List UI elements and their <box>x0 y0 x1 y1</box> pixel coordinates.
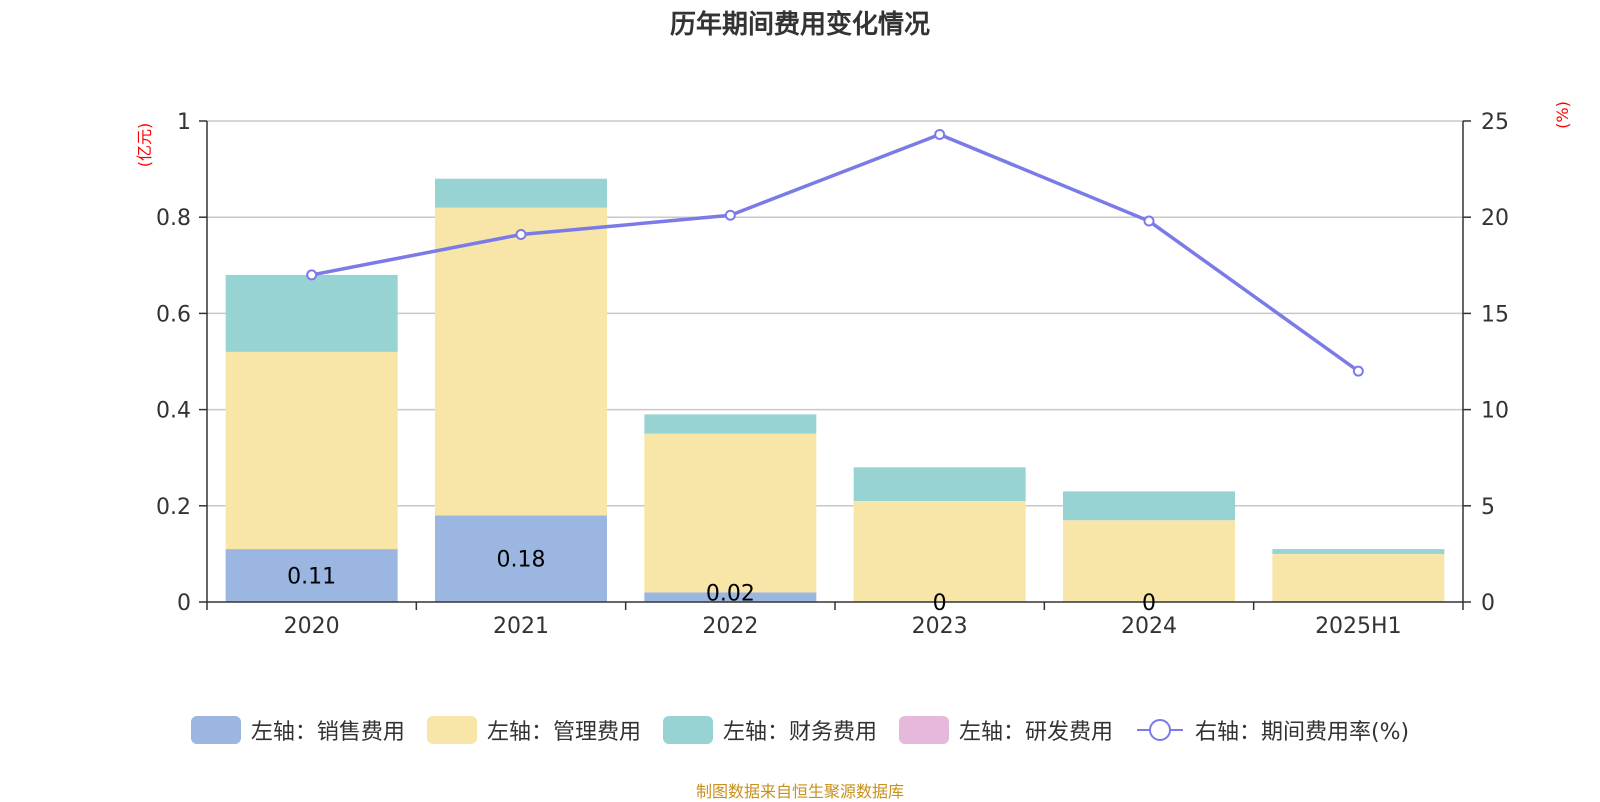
bar-segment <box>853 467 1026 501</box>
right-axis-unit-label: (%) <box>1553 101 1572 129</box>
source-note: 制图数据来自恒生聚源数据库 <box>695 782 904 801</box>
left-axis-tick-label: 0.8 <box>156 206 191 231</box>
bar-segment <box>435 207 607 516</box>
x-axis-tick-label: 2020 <box>284 614 340 639</box>
legend-swatch-admin <box>426 716 477 744</box>
legend-item-admin[interactable]: 左轴：管理费用 <box>426 714 641 746</box>
left-axis-unit-label: (亿元) <box>135 123 154 168</box>
legend-item-rate[interactable]: 右轴：期间费用率(%) <box>1135 714 1409 746</box>
bar-value-label: 0 <box>1142 591 1156 616</box>
legend-swatch-sales <box>190 716 241 744</box>
bar-segment <box>853 500 1026 602</box>
bar-segment <box>225 351 398 550</box>
rate-point <box>1352 365 1364 377</box>
bar-segment <box>1272 549 1445 554</box>
left-axis-tick-label: 1 <box>177 110 191 135</box>
legend-item-finance[interactable]: 左轴：财务费用 <box>662 714 877 746</box>
legend-label-sales: 左轴：销售费用 <box>250 720 405 745</box>
right-axis-tick-label: 10 <box>1481 399 1509 424</box>
legend-line-marker-icon <box>1136 719 1183 741</box>
rate-line-layer <box>306 128 1364 377</box>
legend-swatch-finance <box>662 716 713 744</box>
bar-segment <box>1272 553 1445 602</box>
right-axis-tick-label: 15 <box>1481 302 1509 327</box>
rate-point <box>1143 215 1155 227</box>
legend-label-admin: 左轴：管理费用 <box>486 720 641 745</box>
bar-segment <box>435 515 607 602</box>
data-label-layer: 0.11 0.18 0.02 0 0 <box>287 548 1156 616</box>
legend-item-rd[interactable]: 左轴：研发费用 <box>898 714 1113 746</box>
rate-point <box>306 269 318 281</box>
bar-value-label: 0 <box>933 591 947 616</box>
bar-value-label: 0.18 <box>497 548 546 573</box>
bar-segment <box>1063 491 1235 521</box>
legend-label-finance: 左轴：财务费用 <box>722 720 877 745</box>
left-axis-tick-label: 0.6 <box>156 302 191 327</box>
bar-segment <box>644 414 817 434</box>
rate-point <box>934 128 946 140</box>
bar-segment <box>644 433 817 593</box>
bar-value-label: 0.11 <box>287 565 336 590</box>
x-axis-tick-label: 2021 <box>493 614 549 639</box>
grid-lines <box>207 120 1463 507</box>
right-axis-tick-label: 25 <box>1481 110 1509 135</box>
right-axis-tick-label: 0 <box>1481 591 1495 616</box>
right-axis-tick-label: 5 <box>1481 495 1495 520</box>
x-axis-tick-label: 2022 <box>702 614 758 639</box>
bar-segment <box>1063 520 1235 602</box>
rate-point <box>724 209 736 221</box>
bar-layer <box>225 178 1445 602</box>
bar-segment <box>435 178 607 208</box>
x-axis-tick-label: 2025H1 <box>1315 614 1402 639</box>
rate-point <box>515 229 527 241</box>
x-axis-tick-label: 2024 <box>1121 614 1177 639</box>
right-axis-tick-label: 20 <box>1481 206 1509 231</box>
axes: 0 0 0.2 5 0.4 10 0.6 15 0.8 20 1 25 2020 2021 2022 2023… <box>135 101 1572 639</box>
legend-swatch-rd <box>898 716 949 744</box>
rate-line <box>311 132 1360 373</box>
bar-segment <box>644 592 817 602</box>
chart-title: 历年期间费用变化情况 <box>669 10 930 40</box>
bar-segment <box>225 549 398 602</box>
x-axis-tick-label: 2023 <box>912 614 968 639</box>
legend-label-rd: 左轴：研发费用 <box>958 720 1113 745</box>
legend-item-sales[interactable]: 左轴：销售费用 <box>190 714 405 746</box>
left-axis-tick-label: 0 <box>177 591 191 616</box>
bar-value-label: 0.02 <box>706 581 755 606</box>
left-axis-tick-label: 0.4 <box>156 399 191 424</box>
bar-segment <box>225 274 398 352</box>
legend: 左轴：销售费用 左轴：管理费用 左轴：财务费用 左轴：研发费用 右轴：期间费用率… <box>0 714 1600 746</box>
left-axis-tick-label: 0.2 <box>156 495 191 520</box>
legend-label-rate: 右轴：期间费用率(%) <box>1194 720 1410 745</box>
